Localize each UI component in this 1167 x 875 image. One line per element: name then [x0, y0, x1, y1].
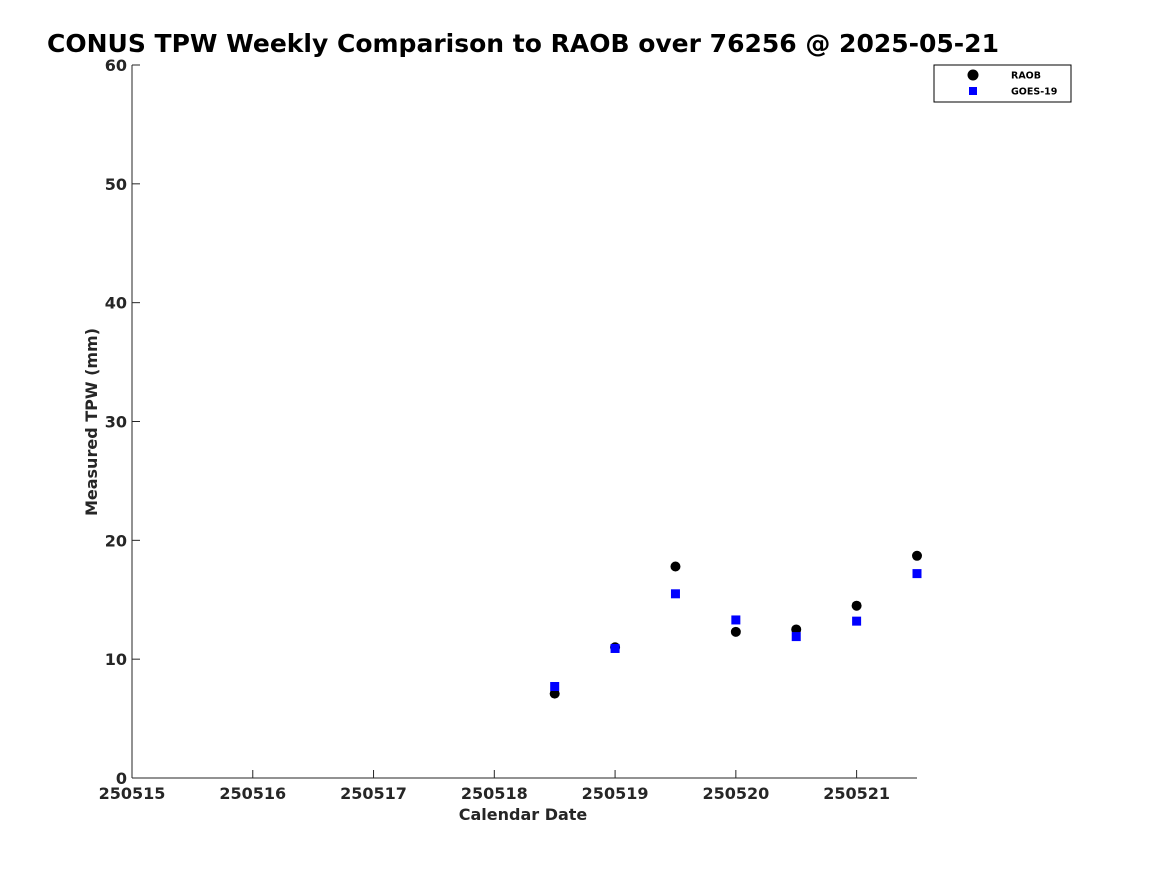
- legend-label-raob: RAOB: [1011, 71, 1041, 82]
- data-point-raob: [670, 561, 681, 572]
- axes: [131, 65, 917, 779]
- x-tick-label: 250518: [461, 784, 528, 803]
- legend-marker-goes: [969, 87, 977, 95]
- data-point-raob: [851, 600, 862, 611]
- data-points: [549, 550, 922, 699]
- data-point-goes-19: [550, 681, 560, 691]
- x-axis-ticks: 250515 250516 250517 250518 250519 250520 2505…: [99, 770, 890, 803]
- chart-title: CONUS TPW Weekly Comparison to RAOB over…: [47, 29, 999, 58]
- y-tick-label: 20: [105, 531, 127, 550]
- y-tick-label: 60: [105, 56, 127, 75]
- legend-marker-raob: [967, 69, 979, 81]
- x-tick-label: 250521: [823, 784, 890, 803]
- x-tick-label: 250520: [702, 784, 769, 803]
- x-tick-label: 250519: [582, 784, 649, 803]
- y-axis-ticks: 0 10 20 30 40 50 60: [105, 56, 140, 788]
- x-tick-label: 250515: [99, 784, 166, 803]
- legend: RAOB GOES-19: [933, 64, 1072, 103]
- y-tick-label: 50: [105, 175, 127, 194]
- series-raob: [549, 550, 922, 699]
- data-point-raob: [730, 626, 741, 637]
- data-point-goes-19: [791, 632, 801, 642]
- x-axis-label: Calendar Date: [459, 805, 588, 824]
- data-point-goes-19: [731, 615, 741, 625]
- y-tick-label: 0: [116, 769, 127, 788]
- legend-label-goes: GOES-19: [1011, 87, 1057, 98]
- data-point-goes-19: [610, 643, 620, 653]
- data-point-goes-19: [852, 616, 862, 626]
- y-tick-label: 10: [105, 650, 127, 669]
- data-point-goes-19: [670, 589, 680, 599]
- x-tick-label: 250516: [219, 784, 286, 803]
- data-point-raob: [549, 688, 560, 699]
- data-point-raob: [912, 550, 922, 561]
- y-tick-label: 40: [105, 294, 127, 313]
- y-tick-label: 30: [105, 413, 127, 432]
- y-axis-label: Measured TPW (mm): [82, 328, 101, 516]
- data-point-raob: [791, 624, 802, 635]
- legend-box: [933, 64, 1072, 103]
- data-point-goes-19: [912, 569, 922, 579]
- series-goes-19: [550, 569, 922, 691]
- x-tick-label: 250517: [340, 784, 407, 803]
